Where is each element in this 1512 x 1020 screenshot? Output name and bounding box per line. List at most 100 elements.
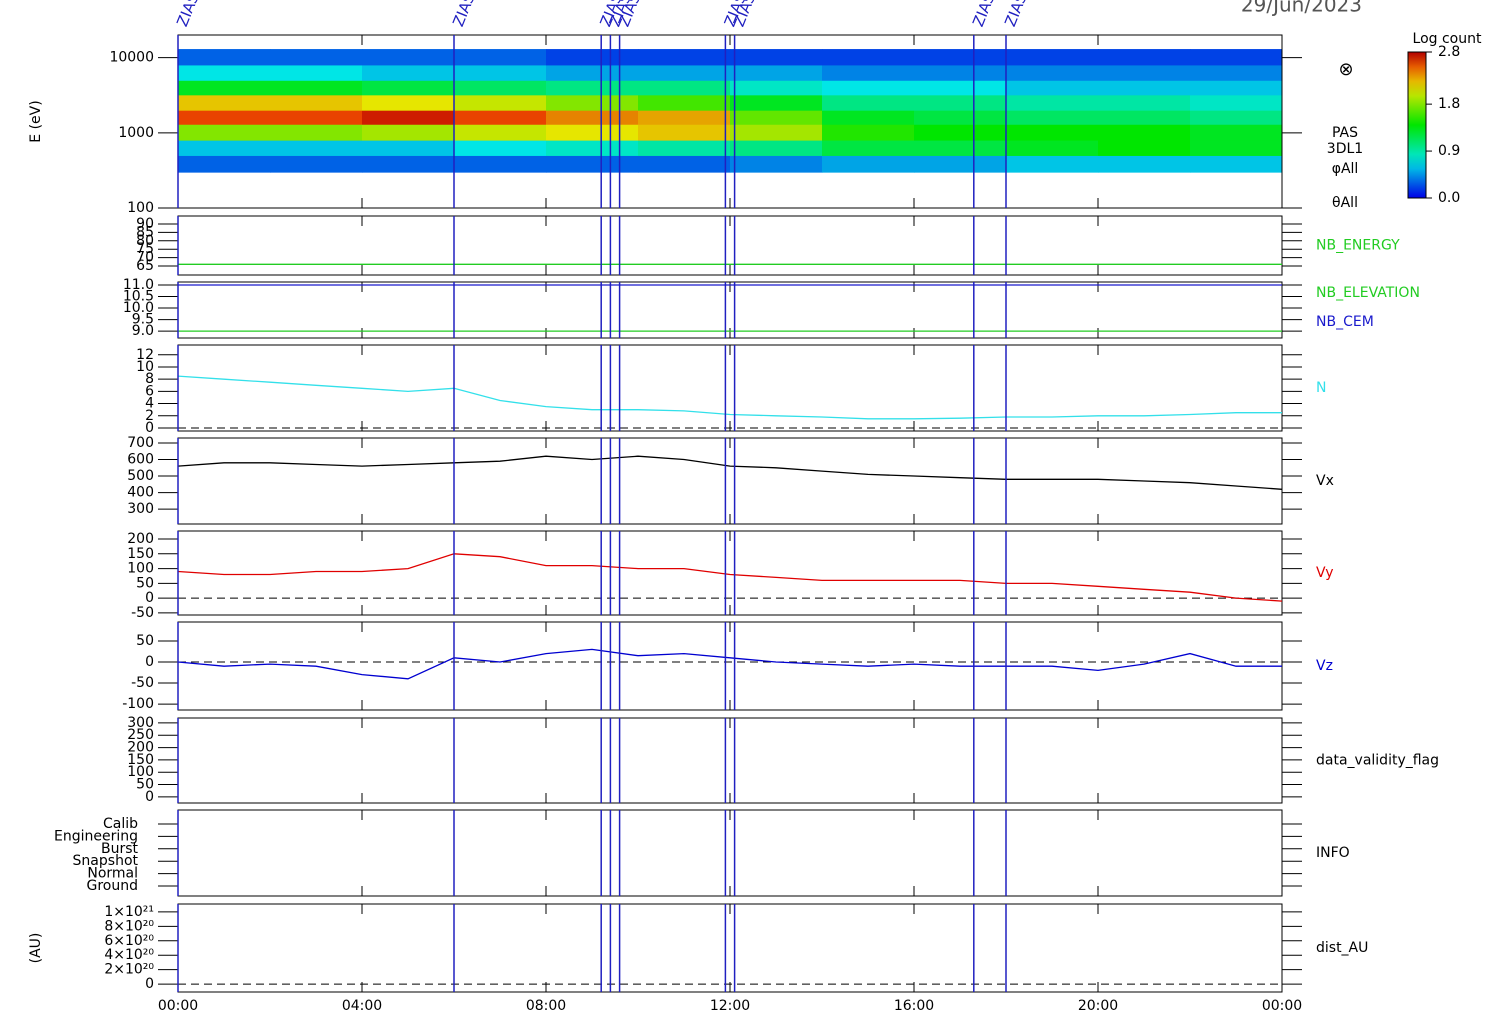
heatmap-cell: [454, 64, 547, 81]
series-label: Vz: [1316, 658, 1333, 674]
heatmap-cell: [362, 124, 455, 141]
y-tick-label: 10000: [109, 50, 154, 66]
y-tick-label: 2×10²⁰: [104, 962, 154, 978]
heatmap-cell: [1098, 140, 1191, 156]
heatmap-cell: [362, 140, 455, 156]
y-tick-label: 100: [127, 764, 154, 780]
heatmap-cell: [914, 64, 1007, 81]
colorbar: [1407, 51, 1427, 199]
y-tick-label: 10: [136, 359, 154, 375]
heatmap-cell: [822, 94, 915, 111]
heatmap-cell: [1190, 94, 1283, 111]
y-tick-label: 9.0: [132, 323, 154, 339]
series-line: [177, 455, 1283, 490]
y-tick-label: 600: [127, 452, 154, 468]
heatmap-cell: [730, 140, 823, 156]
heatmap-cell: [638, 110, 731, 125]
heatmap-cell: [454, 155, 547, 173]
y-tick-label: 11.0: [123, 277, 154, 293]
panel-frame: [177, 717, 1283, 804]
panel-label: data_validity_flag: [1316, 753, 1439, 769]
heatmap-cell: [454, 80, 547, 96]
heatmap-cell: [638, 155, 731, 173]
heatmap-cell: [178, 155, 271, 173]
colorbar-tick-label: 1.8: [1438, 96, 1460, 112]
y-tick-label: 100: [127, 561, 154, 577]
series-line: [177, 553, 1283, 602]
heatmap-cell: [362, 110, 455, 125]
y-tick-label: 0: [145, 789, 154, 805]
panel-label: dist_AU: [1316, 940, 1368, 956]
heatmap-cell: [1190, 110, 1283, 125]
y-tick-label: 80: [136, 233, 154, 249]
heatmap-cell: [178, 110, 271, 125]
heatmap-cell: [270, 80, 363, 96]
colorbar-tick-label: 2.8: [1438, 44, 1460, 60]
y-tick-label: 50: [136, 777, 154, 793]
heatmap-cell: [1006, 110, 1099, 125]
heatmap-cell: [178, 80, 271, 96]
heatmap-cell: [454, 49, 547, 66]
panel-annotation: φAll: [1332, 161, 1359, 177]
panel-annotation: PAS: [1332, 125, 1358, 141]
heatmap-cell: [1006, 94, 1099, 111]
y-tick-label: 150: [127, 752, 154, 768]
y-tick-label: 700: [127, 435, 154, 451]
x-tick-label: 12:00: [710, 998, 750, 1014]
x-tick-label: 00:00: [158, 998, 198, 1014]
panel-label: INFO: [1316, 845, 1350, 861]
y-category-label: Calib: [103, 816, 138, 832]
panel-annotation: ⊗: [1338, 59, 1353, 80]
heatmap-cell: [730, 155, 823, 173]
series-label: Vx: [1316, 473, 1334, 489]
heatmap-cell: [638, 94, 731, 111]
y-tick-label: 250: [127, 727, 154, 743]
heatmap-cell: [730, 49, 823, 66]
colorbar-label: Log count: [1413, 31, 1482, 47]
heatmap-cell: [822, 49, 915, 66]
series-line: [177, 375, 1282, 420]
y-tick-label: 9.5: [132, 312, 154, 328]
heatmap-cell: [914, 94, 1007, 111]
x-tick-label: 16:00: [894, 998, 934, 1014]
heatmap-cell: [1098, 80, 1191, 96]
heatmap-cell: [730, 80, 823, 96]
heatmap-cell: [270, 140, 363, 156]
heatmap-cell: [1098, 124, 1191, 141]
heatmap-cell: [454, 94, 547, 111]
heatmap-cell: [822, 155, 915, 173]
x-tick-label: 04:00: [342, 998, 382, 1014]
heatmap-cell: [270, 155, 363, 173]
heatmap-cell: [1190, 64, 1283, 81]
y-tick-label: 2: [145, 408, 154, 424]
colorbar-tick-label: 0.9: [1438, 143, 1460, 159]
heatmap-cell: [914, 124, 1007, 141]
heatmap-cell: [546, 64, 639, 81]
panel-frame: [177, 903, 1283, 993]
heatmap-cell: [1006, 49, 1099, 66]
event-label: ZIAS: [1001, 0, 1031, 29]
panel-frame: [177, 809, 1283, 897]
panel-annotation: θAll: [1332, 195, 1358, 211]
y-tick-label: 6: [145, 383, 154, 399]
heatmap-cell: [914, 110, 1007, 125]
heatmap-cell: [822, 80, 915, 96]
heatmap-cell: [730, 110, 823, 125]
y-axis-label: E (eV): [28, 100, 44, 142]
y-tick-label: 150: [127, 546, 154, 562]
series-label: NB_ELEVATION: [1316, 285, 1420, 301]
series-label: NB_CEM: [1316, 314, 1374, 330]
panel-frame: [177, 344, 1283, 432]
y-tick-label: 50: [136, 633, 154, 649]
y-tick-label: 10.5: [123, 289, 154, 305]
y-tick-label: 8: [145, 371, 154, 387]
y-category-label: Ground: [87, 878, 139, 894]
heatmap-cell: [178, 64, 271, 81]
y-tick-label: 0: [145, 654, 154, 670]
heatmap-cell: [914, 140, 1007, 156]
heatmap-cell: [546, 124, 639, 141]
heatmap-cell: [1098, 64, 1191, 81]
y-tick-label: 4×10²⁰: [104, 947, 154, 963]
heatmap-cell: [546, 110, 639, 125]
